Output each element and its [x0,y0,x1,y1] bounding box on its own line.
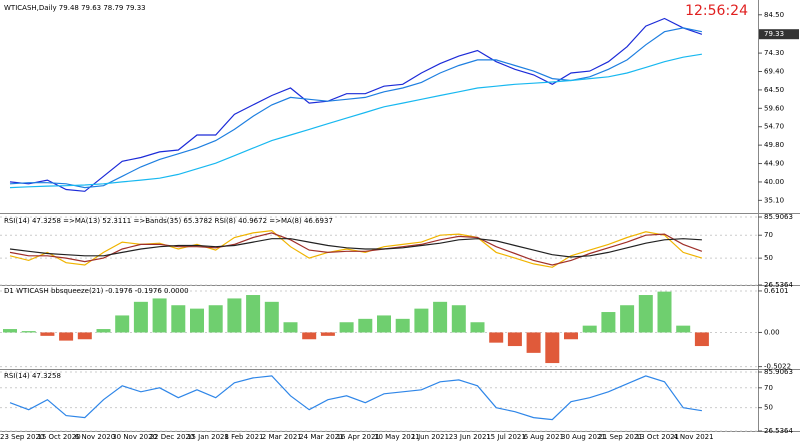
histogram-bar [339,322,354,333]
y-tick-label: 70 [764,384,773,392]
y-tick-label: 70 [764,231,773,239]
series-line [9,17,703,192]
y-tick-label: 59.60 [764,104,784,112]
clock: 12:56:24 [685,3,748,19]
histogram-bar [657,291,672,333]
series-line [9,232,703,266]
histogram-bar [638,295,653,333]
series-line [9,238,702,258]
series-line [9,375,702,421]
y-tick-label: 26.5364 [764,427,793,435]
x-tick-label: 15 Jul 2021 [486,433,526,441]
histogram-bar [171,305,186,333]
y-tick-label: 54.70 [764,123,784,131]
histogram-bar [133,301,148,333]
x-tick-label: 30 Nov 2020 [112,433,157,441]
x-tick-label: 30 Aug 2021 [561,433,606,441]
histogram-bar [77,332,92,340]
histogram-bar [246,295,261,333]
histogram-bar [21,331,36,333]
histogram-bar [3,329,17,333]
x-tick-label: 10 May 2021 [374,433,420,441]
x-tick-label: 1 Jun 2021 [411,433,449,441]
histogram-bar [433,301,448,333]
histogram-bar [620,305,635,333]
histogram-bar [395,318,410,333]
x-tick-label: 6 Nov 2020 [75,433,115,441]
x-tick-label: 24 Mar 2021 [299,433,343,441]
x-tick-label: 13 Oct 2021 [636,433,679,441]
y-tick-label: -0.5022 [764,363,791,371]
y-tick-label: 0.6101 [764,287,789,295]
histogram-bar [545,332,560,364]
histogram-bar [694,332,709,347]
y-tick-label: 35.10 [764,196,784,204]
histogram-bar [227,298,242,333]
histogram-bar [507,332,522,347]
histogram-bar [358,318,373,333]
y-tick-label: 44.90 [764,160,784,168]
histogram-bar [283,322,298,333]
y-tick-label: 85.9063 [764,368,793,376]
x-tick-label: 4 Nov 2021 [673,433,713,441]
x-tick-label: 15 Jan 2021 [187,433,229,441]
series-line [9,53,702,189]
pane-title: WTICASH,Daily 79.48 79.63 78.79 79.33 [4,4,146,12]
y-tick-label: 49.80 [764,141,784,149]
histogram-bar [564,332,578,340]
histogram-bar [115,315,130,333]
y-tick-label: 69.40 [764,68,784,76]
series-line [9,27,703,189]
histogram-bar [489,332,504,343]
x-tick-label: 21 Sep 2021 [598,433,642,441]
histogram-bar [302,332,317,340]
histogram-bar [676,325,691,333]
histogram-bar [152,298,167,333]
histogram-bar [190,308,204,333]
y-tick-label: 40.00 [764,178,784,186]
histogram-bar [40,332,55,336]
histogram-bar [59,332,74,341]
histogram-bar [377,315,391,333]
x-tick-label: 16 Apr 2021 [337,433,380,441]
histogram-bar [320,332,335,336]
y-tick-label: 64.50 [764,86,784,94]
x-tick-label: 23 Jun 2021 [449,433,491,441]
last-price-box [759,29,799,40]
histogram-bar [264,301,279,333]
x-tick-label: 2 Mar 2021 [262,433,302,441]
last-price-label: 79.33 [764,30,784,38]
pane-title: RSI(14) 47.3258 =>MA(13) 52.3111 =>Bands… [4,217,333,225]
x-tick-label: 23 Sep 2020 [0,433,44,441]
y-tick-label: 85.9063 [764,213,793,221]
pane-title: D1 WTICASH bbsqueeze(21) -0.1976 -0.1976… [4,287,189,295]
y-tick-label: 50 [764,404,773,412]
histogram-bar [414,308,429,333]
y-tick-label: 50 [764,254,773,262]
histogram-bar [208,305,223,333]
x-tick-label: 15 Oct 2020 [37,433,80,441]
histogram-bar [96,329,111,333]
histogram-bar [526,332,541,353]
histogram-bar [451,305,466,333]
y-tick-label: 84.50 [764,11,784,19]
x-tick-label: 8 Feb 2021 [224,433,263,441]
x-tick-label: 22 Dec 2020 [150,433,195,441]
pane-title: RSI(14) 47.3258 [4,372,61,380]
histogram-bar [582,325,597,333]
histogram-bar [470,322,485,333]
y-tick-label: 26.5364 [764,281,793,289]
histogram-bar [601,312,616,333]
y-tick-label: 0.00 [764,328,780,336]
y-tick-label: 74.30 [764,49,784,57]
x-tick-label: 6 Aug 2021 [524,433,564,441]
